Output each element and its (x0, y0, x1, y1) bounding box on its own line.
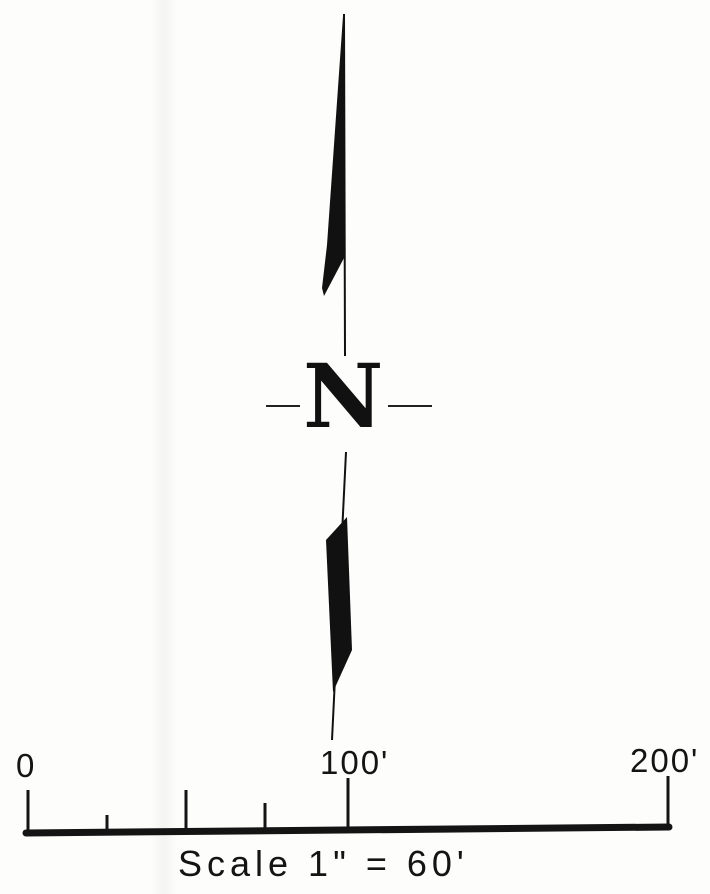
scale-caption: Scale 1" = 60' (178, 843, 469, 884)
north-arrow-icon (266, 13, 432, 741)
scale-bar (22, 776, 673, 837)
scale-label-100: 100' (320, 744, 390, 781)
north-arrow-lower-barb (326, 517, 352, 692)
north-letter: N (303, 344, 384, 448)
north-arrow-upper-barb (322, 16, 345, 296)
scale-label-0: 0 (16, 747, 37, 784)
scale-label-200: 200' (630, 742, 700, 779)
paper-crease (150, 0, 178, 894)
